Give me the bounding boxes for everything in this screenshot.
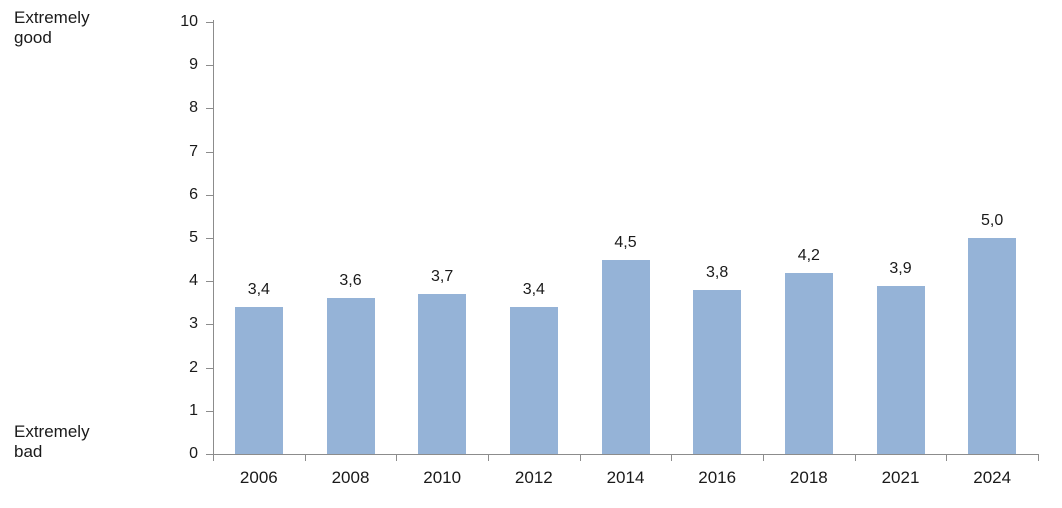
bar-2024 <box>968 238 1017 454</box>
y-axis-tick <box>206 238 213 239</box>
bar-2018 <box>784 272 833 454</box>
y-axis-tick <box>206 410 213 412</box>
y-axis-bottom-caption: Extremely bad <box>14 422 90 462</box>
x-axis-category-label: 2018 <box>789 468 828 487</box>
x-axis-tick <box>1038 454 1039 461</box>
x-axis-category-label: 2024 <box>973 468 1012 487</box>
x-axis-tick <box>396 454 398 461</box>
bar-value-label: 4,2 <box>797 246 820 264</box>
bar-value-label: 3,8 <box>706 263 729 281</box>
bar-value-label: 5,0 <box>981 212 1004 229</box>
bar-2008 <box>326 298 375 454</box>
y-axis-tick <box>206 281 213 283</box>
y-axis-top-caption: Extremely good <box>14 8 90 48</box>
y-axis-tick <box>206 65 213 67</box>
x-axis-tick <box>304 454 306 461</box>
y-axis-tick-label: 9 <box>189 56 198 74</box>
y-axis-tick-label: 3 <box>189 315 198 333</box>
bar-2021 <box>876 285 925 454</box>
bar-2006 <box>234 307 283 454</box>
y-axis-tick-label: 0 <box>189 445 198 462</box>
x-axis-tick <box>579 454 581 461</box>
x-axis-line <box>206 454 1038 455</box>
bar-value-label: 3,4 <box>522 281 545 299</box>
y-axis-tick <box>206 324 213 326</box>
y-axis-tick <box>206 108 213 110</box>
x-axis-tick <box>854 454 856 461</box>
bar-2012 <box>509 307 558 454</box>
x-axis-category-label: 2006 <box>239 468 278 487</box>
y-axis-tick-label: 8 <box>189 99 198 117</box>
bar-value-label: 3,4 <box>247 281 270 299</box>
y-axis-tick <box>206 454 213 455</box>
x-axis-category-label: 2014 <box>606 468 645 487</box>
y-axis-tick-label: 4 <box>189 272 198 290</box>
y-axis-tick <box>206 367 213 369</box>
x-axis-tick <box>488 454 489 461</box>
y-axis-tick-label: 6 <box>189 185 198 203</box>
y-axis-tick-label: 7 <box>189 142 198 160</box>
y-axis-line <box>213 20 214 454</box>
bar-value-label: 3,9 <box>889 259 912 277</box>
y-axis-tick <box>206 22 213 23</box>
y-axis-tick <box>206 194 213 196</box>
bar-value-label: 4,5 <box>614 233 637 251</box>
y-axis-tick-label: 2 <box>189 358 198 376</box>
bar-2010 <box>418 294 467 454</box>
x-axis-tick <box>763 454 764 461</box>
x-axis-category-label: 2016 <box>698 468 737 487</box>
y-axis-tick-label: 5 <box>189 229 198 246</box>
x-axis-category-label: 2021 <box>881 468 920 487</box>
bar-2016 <box>693 289 742 454</box>
x-axis-tick <box>946 454 948 461</box>
x-axis-tick <box>671 454 673 461</box>
x-axis-category-label: 2012 <box>514 468 553 487</box>
bar-value-label: 3,6 <box>339 272 362 290</box>
y-axis-tick <box>206 151 213 153</box>
x-axis-tick <box>213 454 214 461</box>
bar-value-label: 3,7 <box>431 268 454 286</box>
bar-2014 <box>601 259 650 454</box>
y-axis-tick-label: 10 <box>180 13 198 30</box>
y-axis-tick-label: 1 <box>189 401 198 419</box>
x-axis-category-label: 2008 <box>331 468 370 487</box>
x-axis-category-label: 2010 <box>423 468 462 487</box>
